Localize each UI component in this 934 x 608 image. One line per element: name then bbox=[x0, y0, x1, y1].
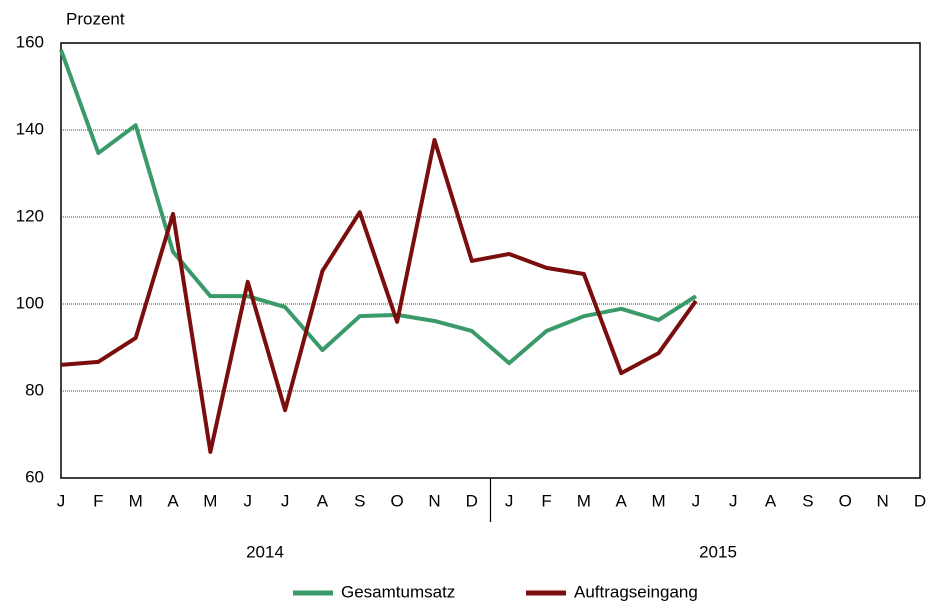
x-tick-label: J bbox=[729, 491, 738, 510]
x-tick-label: N bbox=[877, 491, 889, 510]
y-tick-label: 100 bbox=[16, 293, 44, 312]
x-tick-label: A bbox=[765, 491, 777, 510]
x-tick-label: M bbox=[203, 491, 217, 510]
year-label: 2014 bbox=[246, 542, 284, 561]
x-tick-label: D bbox=[466, 491, 478, 510]
year-label: 2015 bbox=[699, 542, 737, 561]
x-tick-label: J bbox=[57, 491, 66, 510]
y-tick-label: 140 bbox=[16, 119, 44, 138]
x-tick-label: O bbox=[839, 491, 852, 510]
y-tick-label: 80 bbox=[25, 380, 44, 399]
x-tick-label: A bbox=[167, 491, 179, 510]
x-tick-label: D bbox=[914, 491, 926, 510]
y-tick-label: 160 bbox=[16, 32, 44, 51]
x-tick-label: F bbox=[541, 491, 551, 510]
x-tick-label: M bbox=[651, 491, 665, 510]
y-tick-label: 60 bbox=[25, 467, 44, 486]
x-tick-label: J bbox=[243, 491, 252, 510]
x-tick-label: O bbox=[391, 491, 404, 510]
plot-frame bbox=[60, 42, 921, 479]
x-tick-label: J bbox=[692, 491, 701, 510]
x-tick-label: J bbox=[505, 491, 514, 510]
x-tick-label: A bbox=[317, 491, 329, 510]
x-tick-label: M bbox=[129, 491, 143, 510]
data-line bbox=[60, 138, 698, 454]
x-tick-label: S bbox=[802, 491, 813, 510]
x-tick-label: J bbox=[281, 491, 290, 510]
y-tick-label: 120 bbox=[16, 206, 44, 225]
x-tick-label: S bbox=[354, 491, 365, 510]
y-axis-label: Prozent bbox=[66, 9, 125, 28]
legend-label: Gesamtumsatz bbox=[341, 582, 455, 601]
legend-label: Auftragseingang bbox=[574, 582, 698, 601]
x-tick-label: A bbox=[616, 491, 628, 510]
x-tick-label: F bbox=[93, 491, 103, 510]
x-tick-label: N bbox=[428, 491, 440, 510]
x-tick-label: M bbox=[577, 491, 591, 510]
